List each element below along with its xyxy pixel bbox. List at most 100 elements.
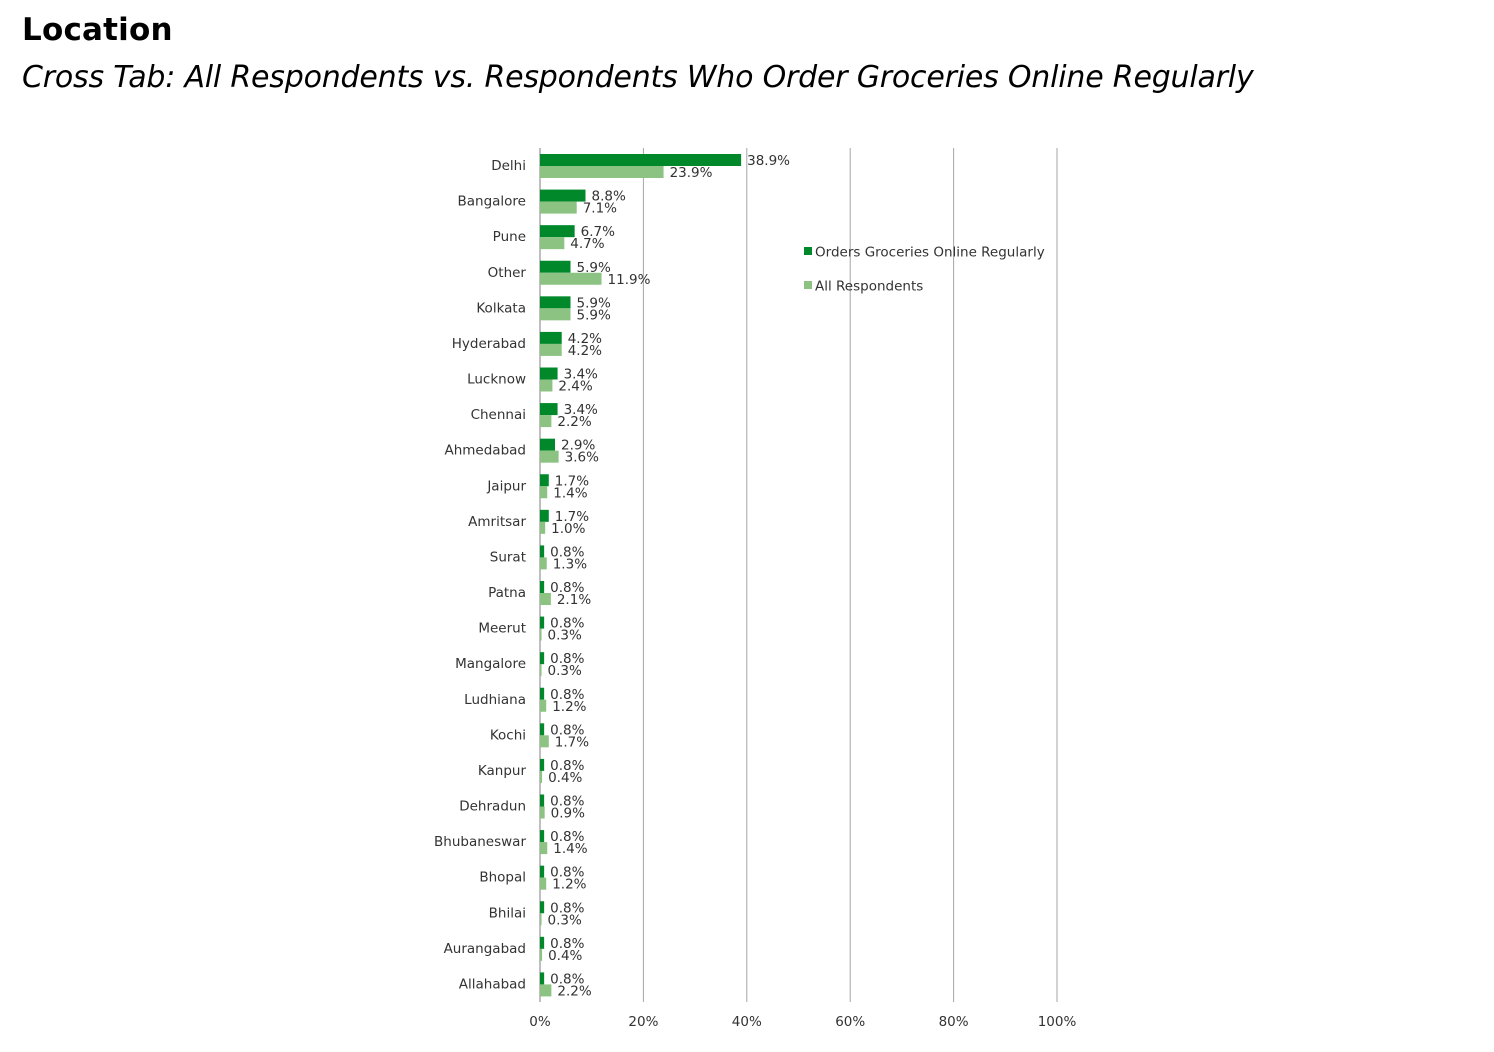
value-label-orders-online: 0.8% xyxy=(550,936,584,952)
page-title: Location xyxy=(22,12,173,48)
bar-orders-online xyxy=(540,225,575,238)
bar-all-respondents xyxy=(540,628,542,641)
bar-orders-online xyxy=(540,296,571,309)
value-label-orders-online: 0.8% xyxy=(550,651,584,667)
category-label: Kanpur xyxy=(478,763,527,779)
bar-orders-online xyxy=(540,474,549,487)
value-label-all-respondents: 0.3% xyxy=(548,912,582,928)
value-labels: 38.9%23.9%8.8%7.1%6.7%4.7%5.9%11.9%5.9%5… xyxy=(548,153,791,999)
value-label-orders-online: 0.8% xyxy=(550,829,584,845)
category-label: Jaipur xyxy=(486,478,526,494)
bar-orders-online xyxy=(540,545,545,558)
value-label-all-respondents: 2.4% xyxy=(558,379,592,395)
value-label-all-respondents: 2.2% xyxy=(557,414,591,430)
bar-orders-online xyxy=(540,865,545,878)
value-label-orders-online: 0.8% xyxy=(550,687,584,703)
category-label: Chennai xyxy=(471,407,526,423)
value-label-orders-online: 2.9% xyxy=(561,438,595,454)
bar-orders-online xyxy=(540,403,558,416)
category-label: Bangalore xyxy=(457,194,526,210)
category-label: Amritsar xyxy=(468,514,526,530)
value-label-orders-online: 1.7% xyxy=(555,509,589,525)
bar-orders-online xyxy=(540,758,545,771)
page-subtitle: Cross Tab: All Respondents vs. Responden… xyxy=(22,60,1254,95)
bar-all-respondents xyxy=(540,806,545,819)
value-label-all-respondents: 1.7% xyxy=(555,734,589,750)
bar-all-respondents xyxy=(540,308,571,321)
value-label-orders-online: 0.8% xyxy=(550,865,584,881)
category-label: Hyderabad xyxy=(452,336,526,352)
value-label-orders-online: 5.9% xyxy=(577,260,611,276)
bar-orders-online xyxy=(540,936,545,949)
value-label-all-respondents: 5.9% xyxy=(577,307,611,323)
bar-all-respondents xyxy=(540,450,559,463)
category-label: Mangalore xyxy=(455,656,526,672)
value-label-all-respondents: 2.2% xyxy=(557,983,591,999)
value-label-all-respondents: 1.3% xyxy=(553,556,587,572)
value-label-orders-online: 0.8% xyxy=(550,900,584,916)
bar-all-respondents xyxy=(540,593,551,605)
value-label-all-respondents: 1.2% xyxy=(552,877,586,893)
bar-all-respondents xyxy=(540,237,565,250)
x-tick-label: 80% xyxy=(939,1014,969,1030)
value-label-all-respondents: 1.0% xyxy=(551,521,585,537)
bar-orders-online xyxy=(540,901,545,914)
category-label: Ahmedabad xyxy=(444,443,526,459)
value-label-orders-online: 0.8% xyxy=(550,580,584,596)
bar-orders-online xyxy=(540,972,545,985)
value-label-orders-online: 0.8% xyxy=(550,544,584,560)
category-label: Bhopal xyxy=(479,870,526,886)
bar-orders-online xyxy=(540,794,545,807)
value-label-orders-online: 0.8% xyxy=(550,758,584,774)
bar-orders-online xyxy=(540,367,558,380)
bar-orders-online xyxy=(540,509,549,522)
legend-swatch-orders-online xyxy=(804,247,812,255)
value-label-orders-online: 6.7% xyxy=(581,224,615,240)
x-axis-ticks: 0% 20% 40% 60% 80% 100% xyxy=(529,1014,1076,1030)
bar-all-respondents xyxy=(540,379,553,392)
bar-orders-online xyxy=(540,652,545,665)
legend-label-orders-online: Orders Groceries Online Regularly xyxy=(815,245,1045,261)
bar-all-respondents xyxy=(540,948,543,961)
bar-orders-online xyxy=(540,438,555,451)
value-label-all-respondents: 7.1% xyxy=(583,201,617,217)
bar-orders-online xyxy=(540,260,571,273)
category-labels: Delhi Bangalore Pune Other Kolkata Hyderabad L… xyxy=(434,158,526,992)
bar-all-respondents xyxy=(540,343,562,356)
category-label: Bhilai xyxy=(489,905,526,921)
value-label-all-respondents: 23.9% xyxy=(670,165,713,181)
value-label-orders-online: 0.8% xyxy=(550,971,584,987)
bar-orders-online xyxy=(540,687,545,700)
value-label-orders-online: 8.8% xyxy=(591,189,625,205)
category-label: Surat xyxy=(490,549,526,565)
bar-orders-online xyxy=(540,616,545,629)
x-tick-label: 60% xyxy=(835,1014,865,1030)
value-label-orders-online: 3.4% xyxy=(564,402,598,418)
bar-all-respondents xyxy=(540,913,542,926)
value-label-orders-online: 0.8% xyxy=(550,616,584,632)
category-label: Meerut xyxy=(478,621,526,637)
bar-all-respondents xyxy=(540,486,548,499)
value-label-all-respondents: 4.7% xyxy=(570,236,604,252)
bar-all-respondents xyxy=(540,521,546,534)
bar-all-respondents xyxy=(540,664,542,677)
bars xyxy=(540,154,742,997)
value-label-orders-online: 0.8% xyxy=(550,722,584,738)
bar-all-respondents xyxy=(540,166,664,178)
category-label: Ludhiana xyxy=(464,692,526,708)
value-label-all-respondents: 0.4% xyxy=(548,770,582,786)
legend-swatch-all-respondents xyxy=(804,281,812,289)
bar-all-respondents xyxy=(540,735,549,748)
bar-all-respondents xyxy=(540,201,577,214)
value-label-all-respondents: 3.6% xyxy=(565,450,599,466)
value-label-all-respondents: 0.4% xyxy=(548,948,582,964)
value-label-all-respondents: 11.9% xyxy=(608,272,651,288)
category-label: Allahabad xyxy=(459,976,526,992)
legend: Orders Groceries Online Regularly All Re… xyxy=(804,245,1045,295)
value-label-all-respondents: 4.2% xyxy=(568,343,602,359)
bar-orders-online xyxy=(540,830,545,843)
bar-all-respondents xyxy=(540,842,548,855)
x-tick-label: 40% xyxy=(732,1014,762,1030)
value-label-all-respondents: 0.9% xyxy=(551,806,585,822)
